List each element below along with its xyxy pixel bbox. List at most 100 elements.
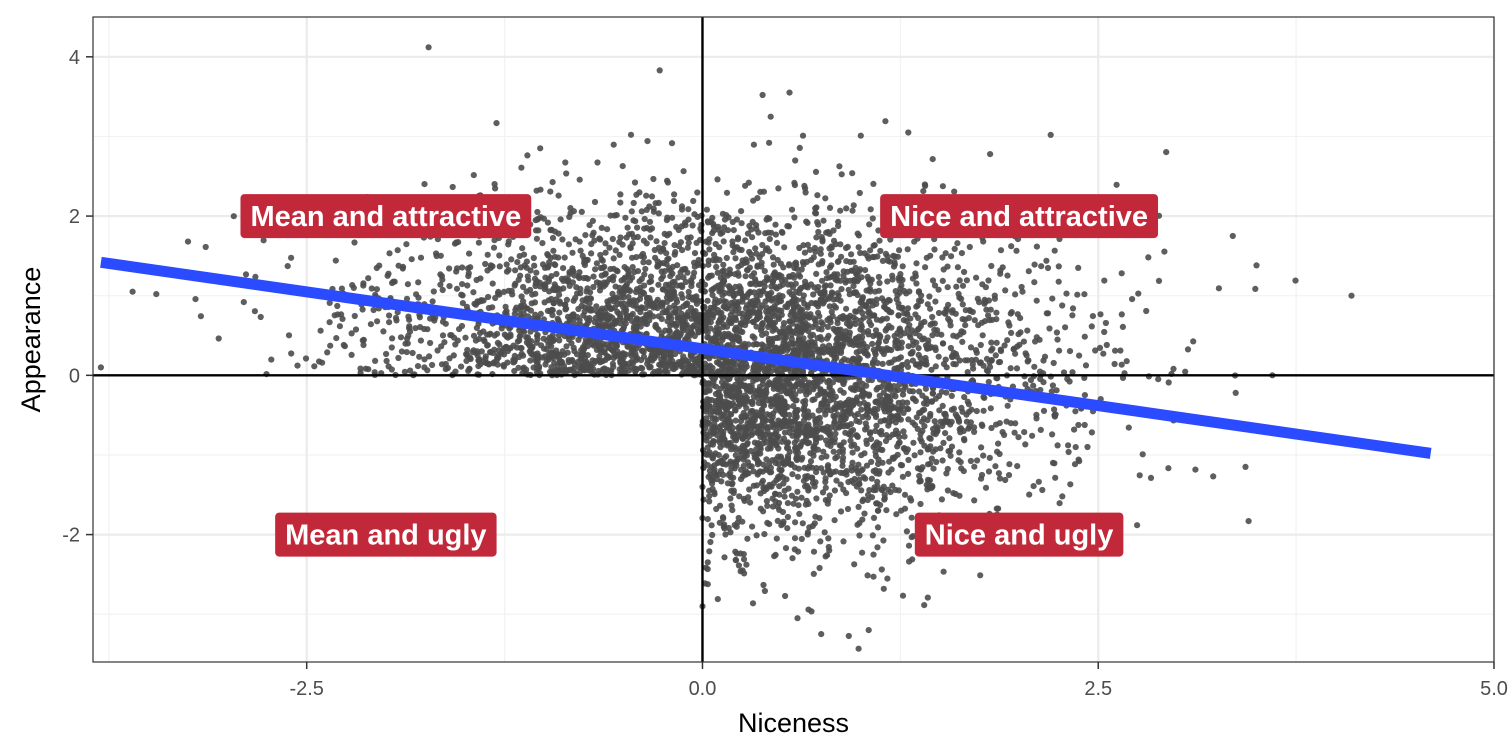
- data-point: [751, 270, 758, 277]
- data-point: [786, 289, 793, 296]
- data-point: [616, 251, 623, 258]
- data-point: [951, 245, 958, 252]
- data-point: [535, 227, 542, 234]
- data-point: [633, 254, 640, 261]
- data-point: [801, 282, 808, 289]
- data-point: [731, 271, 739, 278]
- data-point: [601, 348, 608, 355]
- data-point: [562, 159, 569, 166]
- data-point: [915, 288, 923, 295]
- data-point: [732, 556, 739, 564]
- data-point: [720, 365, 728, 372]
- data-point: [880, 537, 887, 544]
- data-point: [854, 445, 861, 452]
- data-point: [859, 301, 867, 308]
- data-point: [929, 313, 936, 321]
- data-point: [549, 234, 557, 242]
- data-point: [878, 486, 886, 493]
- data-point: [1136, 472, 1143, 479]
- data-point: [588, 241, 595, 248]
- data-point: [392, 314, 400, 321]
- data-point: [586, 222, 593, 229]
- data-point: [403, 349, 410, 356]
- data-point: [733, 302, 740, 309]
- data-point: [738, 361, 745, 368]
- data-point: [788, 308, 795, 316]
- data-point: [738, 246, 745, 254]
- data-point: [1081, 291, 1088, 298]
- data-point: [748, 382, 755, 389]
- data-point: [691, 211, 698, 218]
- data-point: [675, 274, 682, 281]
- data-point: [672, 362, 680, 369]
- data-point: [800, 398, 807, 405]
- data-point: [911, 452, 918, 459]
- data-point: [811, 444, 818, 452]
- data-point: [519, 245, 526, 252]
- data-point: [926, 293, 933, 300]
- data-point: [710, 220, 717, 228]
- data-point: [851, 561, 858, 568]
- data-point: [856, 532, 863, 539]
- data-point: [930, 425, 937, 433]
- data-point: [523, 264, 530, 271]
- data-point: [1056, 347, 1063, 354]
- data-point: [1029, 432, 1036, 439]
- data-point: [1001, 342, 1008, 349]
- data-point: [405, 313, 412, 320]
- data-point: [709, 382, 717, 389]
- data-point: [663, 307, 670, 314]
- data-point: [866, 318, 873, 325]
- data-point: [332, 257, 339, 264]
- data-point: [886, 458, 893, 465]
- data-point: [978, 421, 985, 428]
- data-point: [885, 469, 892, 476]
- data-point: [727, 495, 734, 502]
- data-point: [569, 311, 576, 318]
- data-point: [288, 350, 295, 357]
- data-point: [830, 396, 837, 403]
- data-point: [610, 141, 617, 148]
- data-point: [1074, 291, 1081, 298]
- data-point: [646, 279, 653, 286]
- data-point: [988, 339, 995, 346]
- data-point: [628, 208, 635, 215]
- data-point: [334, 302, 341, 310]
- data-point: [359, 306, 366, 313]
- data-point: [705, 334, 713, 341]
- data-point: [691, 250, 699, 257]
- data-point: [557, 216, 564, 223]
- data-point: [1038, 263, 1045, 270]
- data-point: [1071, 426, 1078, 433]
- data-point: [828, 251, 835, 258]
- data-point: [971, 424, 978, 431]
- data-point: [992, 463, 999, 470]
- data-point: [781, 378, 788, 385]
- data-point: [1072, 408, 1079, 415]
- data-point: [467, 264, 474, 271]
- data-point: [893, 296, 900, 303]
- data-point: [804, 384, 811, 391]
- data-point: [957, 425, 965, 432]
- data-point: [414, 363, 422, 370]
- data-point: [967, 307, 974, 315]
- data-point: [577, 368, 584, 375]
- data-point: [1215, 285, 1222, 292]
- data-point: [491, 237, 498, 244]
- data-point: [745, 494, 752, 501]
- data-point: [917, 500, 924, 508]
- data-point: [814, 192, 821, 199]
- data-point: [487, 349, 494, 356]
- data-point: [728, 465, 735, 472]
- data-point: [689, 222, 696, 229]
- data-point: [849, 207, 856, 214]
- data-point: [774, 256, 781, 264]
- data-point: [553, 270, 560, 278]
- data-point: [1013, 365, 1021, 372]
- data-point: [518, 164, 525, 171]
- data-point: [1049, 431, 1056, 438]
- data-point: [1024, 327, 1031, 334]
- data-point: [602, 249, 609, 256]
- data-point: [1008, 329, 1015, 336]
- data-point: [1165, 379, 1172, 386]
